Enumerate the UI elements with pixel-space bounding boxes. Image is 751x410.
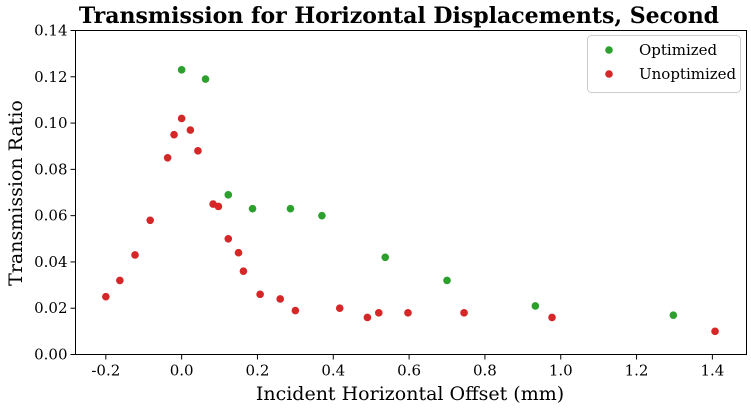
point-optimized (286, 204, 295, 213)
point-optimized (177, 66, 186, 74)
point-unoptimized (116, 276, 124, 285)
point-unoptimized (374, 309, 383, 317)
plot-frame (75, 30, 747, 355)
point-unoptimized (256, 290, 264, 299)
point-unoptimized (214, 202, 223, 211)
y-tick-label: 0.08 (34, 160, 67, 178)
point-unoptimized (404, 309, 412, 317)
x-tick-label: 0.8 (473, 362, 497, 380)
legend: Optimized Unoptimized (587, 35, 741, 93)
point-unoptimized (194, 147, 202, 155)
y-tick-label: 0.12 (34, 68, 67, 86)
y-axis-label: Transmission Ratio (5, 100, 27, 286)
point-unoptimized (363, 313, 372, 322)
x-tick-label: 1.0 (549, 362, 573, 380)
legend-marker-unoptimized (605, 70, 613, 78)
point-optimized (201, 75, 210, 83)
point-unoptimized (291, 306, 300, 315)
x-tick-label: 1.2 (625, 362, 649, 380)
y-axis: 0.00 0.02 0.04 0.06 0.08 0.10 0.12 0.14 (34, 22, 76, 364)
point-unoptimized (276, 295, 285, 303)
point-unoptimized (170, 130, 178, 139)
x-tick-label: 0.0 (170, 362, 194, 380)
legend-box (587, 35, 741, 93)
point-unoptimized (224, 234, 233, 243)
point-optimized (224, 191, 233, 199)
point-unoptimized (335, 304, 344, 313)
legend-marker-optimized (605, 46, 613, 54)
x-tick-label: 0.4 (321, 362, 345, 380)
point-optimized (669, 311, 678, 319)
chart-title: Transmission for Horizontal Displacement… (79, 3, 719, 29)
point-optimized (531, 302, 540, 310)
point-optimized (318, 211, 326, 220)
point-unoptimized (102, 292, 110, 301)
point-unoptimized (186, 126, 195, 134)
x-tick-label: -0.2 (91, 362, 120, 380)
point-unoptimized (146, 216, 154, 225)
y-tick-label: 0.10 (34, 114, 67, 132)
point-optimized (248, 204, 257, 213)
point-unoptimized (131, 251, 139, 259)
y-tick-label: 0.06 (34, 207, 67, 225)
plot-area (75, 30, 747, 355)
x-tick-label: 1.4 (700, 362, 724, 380)
point-optimized (443, 276, 451, 285)
x-axis: -0.2 0.0 0.2 0.4 0.6 0.8 1.0 1.2 1.4 (91, 354, 724, 380)
data-points (102, 66, 719, 336)
point-unoptimized (239, 267, 248, 275)
x-tick-label: 0.2 (246, 362, 270, 380)
legend-label-optimized: Optimized (639, 41, 718, 59)
point-unoptimized (177, 114, 186, 123)
y-tick-label: 0.02 (34, 299, 67, 317)
point-optimized (381, 253, 390, 262)
point-unoptimized (548, 313, 556, 322)
y-tick-label: 0.00 (34, 346, 67, 364)
point-unoptimized (163, 153, 172, 162)
y-tick-label: 0.04 (34, 253, 67, 271)
point-unoptimized (234, 248, 243, 257)
point-unoptimized (460, 309, 468, 317)
x-tick-label: 0.6 (397, 362, 421, 380)
x-axis-label: Incident Horizontal Offset (mm) (256, 383, 564, 405)
legend-label-unoptimized: Unoptimized (639, 65, 737, 83)
y-tick-label: 0.14 (34, 22, 67, 40)
point-unoptimized (711, 327, 719, 336)
